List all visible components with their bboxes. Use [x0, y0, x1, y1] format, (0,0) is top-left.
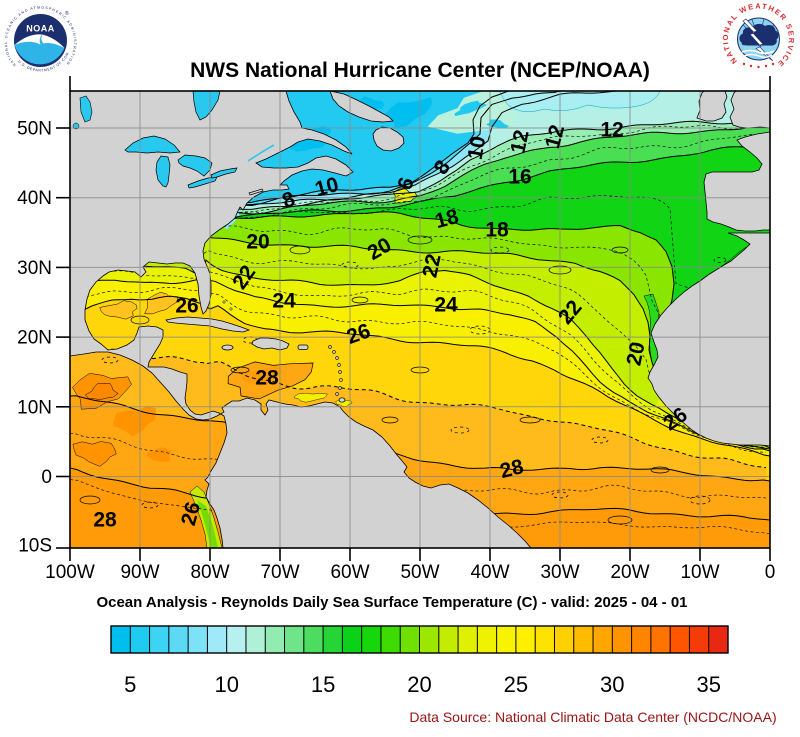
svg-text:18: 18	[485, 219, 509, 242]
svg-text:20: 20	[407, 672, 431, 697]
svg-text:40N: 40N	[17, 188, 52, 209]
svg-text:30N: 30N	[17, 258, 52, 279]
svg-text:16: 16	[508, 166, 531, 189]
svg-text:10: 10	[464, 134, 491, 161]
svg-text:20N: 20N	[17, 328, 52, 349]
svg-text:24: 24	[272, 290, 296, 313]
svg-text:10S: 10S	[18, 536, 52, 557]
svg-text:28: 28	[255, 367, 279, 390]
svg-text:10: 10	[214, 672, 238, 697]
svg-text:40W: 40W	[470, 562, 509, 583]
svg-text:20: 20	[622, 340, 649, 368]
svg-text:12: 12	[506, 128, 533, 156]
svg-text:Data Source: National Climatic: Data Source: National Climatic Data Cent…	[409, 709, 776, 725]
svg-text:22: 22	[418, 252, 445, 280]
svg-text:28: 28	[498, 455, 527, 483]
svg-text:0: 0	[41, 467, 52, 488]
svg-text:15: 15	[311, 672, 335, 697]
svg-text:70W: 70W	[260, 562, 299, 583]
svg-text:®: ®	[65, 10, 69, 17]
svg-text:90W: 90W	[120, 562, 159, 583]
svg-text:26: 26	[175, 295, 198, 318]
svg-text:NWS National Hurricane Center: NWS National Hurricane Center (NCEP/NOAA…	[190, 59, 650, 82]
svg-text:25: 25	[504, 672, 528, 697]
svg-text:24: 24	[434, 294, 458, 317]
svg-text:60W: 60W	[330, 562, 369, 583]
svg-text:100W: 100W	[45, 562, 95, 583]
svg-text:20W: 20W	[610, 562, 649, 583]
svg-text:10W: 10W	[680, 562, 719, 583]
svg-text:30: 30	[600, 672, 624, 697]
svg-text:50W: 50W	[400, 562, 439, 583]
svg-text:5: 5	[124, 672, 136, 697]
svg-text:20: 20	[246, 231, 269, 254]
svg-text:35: 35	[696, 672, 720, 697]
svg-text:10N: 10N	[17, 397, 52, 418]
svg-text:0: 0	[765, 562, 776, 583]
svg-text:80W: 80W	[190, 562, 229, 583]
svg-text:50N: 50N	[17, 119, 52, 140]
svg-text:12: 12	[600, 119, 623, 142]
svg-text:30W: 30W	[540, 562, 579, 583]
svg-text:NOAA: NOAA	[26, 24, 55, 34]
svg-text:Ocean Analysis - Reynolds Dail: Ocean Analysis - Reynolds Daily Sea Surf…	[96, 594, 687, 611]
svg-text:28: 28	[93, 509, 117, 532]
